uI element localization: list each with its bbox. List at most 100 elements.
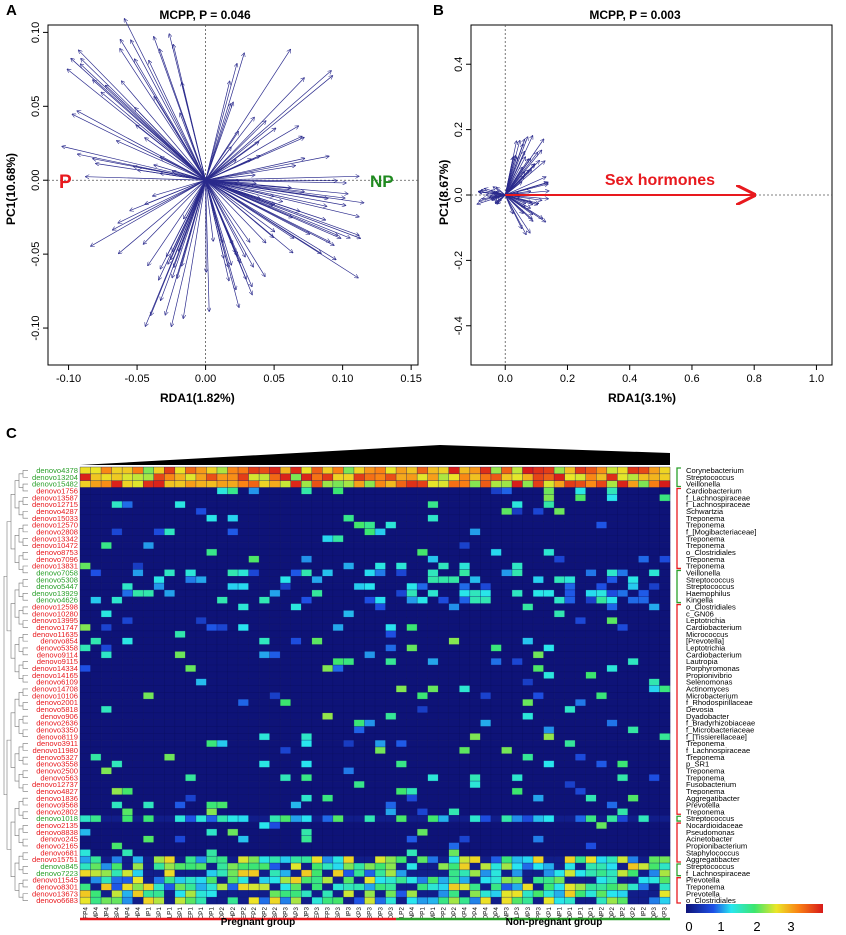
heatmap-cell bbox=[490, 828, 502, 836]
heatmap-cell bbox=[575, 514, 586, 522]
heatmap-cell bbox=[280, 856, 291, 864]
otu-id-label: denovo1018 bbox=[36, 814, 78, 823]
heatmap-cell bbox=[290, 774, 302, 782]
heatmap-cell bbox=[575, 589, 586, 597]
taxon-label: Treponema bbox=[686, 766, 725, 775]
dendrogram-branch bbox=[22, 620, 28, 628]
heatmap-cell bbox=[301, 473, 312, 481]
heatmap-cell bbox=[290, 869, 302, 877]
heatmap-cell bbox=[575, 487, 586, 495]
heatmap-cell bbox=[143, 733, 154, 741]
heatmap-cell bbox=[533, 856, 544, 864]
heatmap-cell bbox=[101, 753, 112, 761]
heatmap-cell bbox=[238, 712, 249, 720]
heatmap-cell bbox=[638, 699, 650, 707]
heatmap-cell bbox=[311, 535, 323, 543]
heatmap-cell bbox=[554, 828, 565, 836]
heatmap-cell bbox=[385, 746, 397, 754]
heatmap-cell bbox=[648, 699, 660, 707]
heatmap-cell bbox=[427, 555, 439, 563]
heatmap-cell bbox=[174, 787, 186, 795]
heatmap-cell bbox=[227, 869, 239, 877]
heatmap-cell bbox=[301, 671, 312, 679]
heatmap-cell bbox=[648, 849, 660, 857]
sample-label: OP2 bbox=[451, 907, 458, 920]
heatmap-cell bbox=[459, 644, 471, 652]
heatmap-cell bbox=[364, 555, 376, 563]
heatmap-cell bbox=[353, 692, 365, 700]
heatmap-cell bbox=[417, 856, 428, 864]
sample-label: NP2 bbox=[599, 907, 606, 920]
heatmap-cell bbox=[469, 637, 481, 645]
heatmap-cell bbox=[627, 514, 639, 522]
heatmap-cell bbox=[269, 644, 281, 652]
heatmap-cell bbox=[490, 767, 502, 775]
heatmap-cell bbox=[143, 876, 154, 884]
taxon-label: f_Lachnospiraceae bbox=[686, 500, 750, 509]
panel-b-xtick-label: 0.8 bbox=[747, 373, 762, 385]
heatmap-cell bbox=[575, 624, 586, 632]
heatmap-cell bbox=[617, 617, 629, 625]
heatmap-cell bbox=[585, 876, 597, 884]
heatmap-cell bbox=[459, 897, 471, 905]
heatmap-cell bbox=[469, 569, 481, 577]
heatmap-cell bbox=[606, 487, 618, 495]
heatmap-cell bbox=[174, 576, 186, 584]
heatmap-cell bbox=[375, 705, 386, 714]
heatmap-cell bbox=[480, 501, 492, 509]
heatmap-cell bbox=[332, 658, 344, 666]
heatmap-cell bbox=[132, 467, 144, 475]
heatmap-cell bbox=[396, 583, 407, 591]
heatmap-cell bbox=[385, 890, 397, 898]
heatmap-cell bbox=[490, 842, 502, 850]
heatmap-cell bbox=[164, 467, 176, 475]
heatmap-cell bbox=[585, 589, 597, 597]
heatmap-cell bbox=[596, 774, 607, 782]
heatmap-cell bbox=[101, 685, 112, 693]
heatmap-cell bbox=[269, 514, 281, 522]
heatmap-cell bbox=[311, 890, 323, 898]
otu-dendrogram bbox=[3, 470, 28, 901]
heatmap-cell bbox=[533, 842, 544, 850]
heatmap-cell bbox=[216, 576, 228, 584]
heatmap-cell bbox=[111, 624, 123, 632]
heatmap-cell bbox=[375, 542, 386, 550]
heatmap-cell bbox=[596, 542, 607, 550]
heatmap-cell bbox=[522, 514, 534, 522]
heatmap-cell bbox=[332, 692, 344, 700]
heatmap-cell bbox=[364, 849, 376, 857]
heatmap-cell bbox=[385, 637, 397, 645]
heatmap-cell bbox=[153, 569, 165, 577]
heatmap-cell bbox=[101, 801, 112, 809]
heatmap-cell bbox=[638, 842, 650, 850]
heatmap-cell bbox=[343, 705, 355, 714]
otu-id-label: denovo5327 bbox=[36, 753, 78, 762]
heatmap-cell bbox=[122, 528, 133, 536]
heatmap-cell bbox=[111, 685, 123, 693]
color-legend-tick: 3 bbox=[787, 919, 794, 934]
heatmap-cell bbox=[80, 876, 91, 884]
heatmap-cell bbox=[164, 596, 176, 604]
heatmap-cell bbox=[606, 501, 618, 509]
heatmap-cell bbox=[353, 808, 365, 816]
heatmap-cell bbox=[659, 624, 671, 632]
heatmap-cell bbox=[375, 692, 386, 700]
heatmap-cell bbox=[406, 467, 418, 475]
heatmap-cell bbox=[248, 548, 260, 556]
heatmap-cell bbox=[322, 849, 334, 857]
heatmap-cell bbox=[627, 883, 639, 891]
heatmap-cell bbox=[396, 555, 407, 563]
heatmap-cell bbox=[648, 712, 660, 720]
heatmap-cell bbox=[322, 692, 334, 700]
heatmap-cell bbox=[122, 808, 133, 816]
panel-b-arrow bbox=[505, 177, 545, 196]
heatmap-cell bbox=[480, 767, 492, 775]
heatmap-cell bbox=[501, 863, 513, 871]
heatmap-cell bbox=[554, 535, 565, 543]
heatmap-cell bbox=[80, 828, 91, 836]
heatmap-cell bbox=[522, 501, 534, 509]
heatmap-cell bbox=[153, 644, 165, 652]
heatmap-cell bbox=[511, 514, 523, 522]
heatmap-cell bbox=[406, 863, 418, 871]
heatmap-cell bbox=[153, 883, 165, 891]
